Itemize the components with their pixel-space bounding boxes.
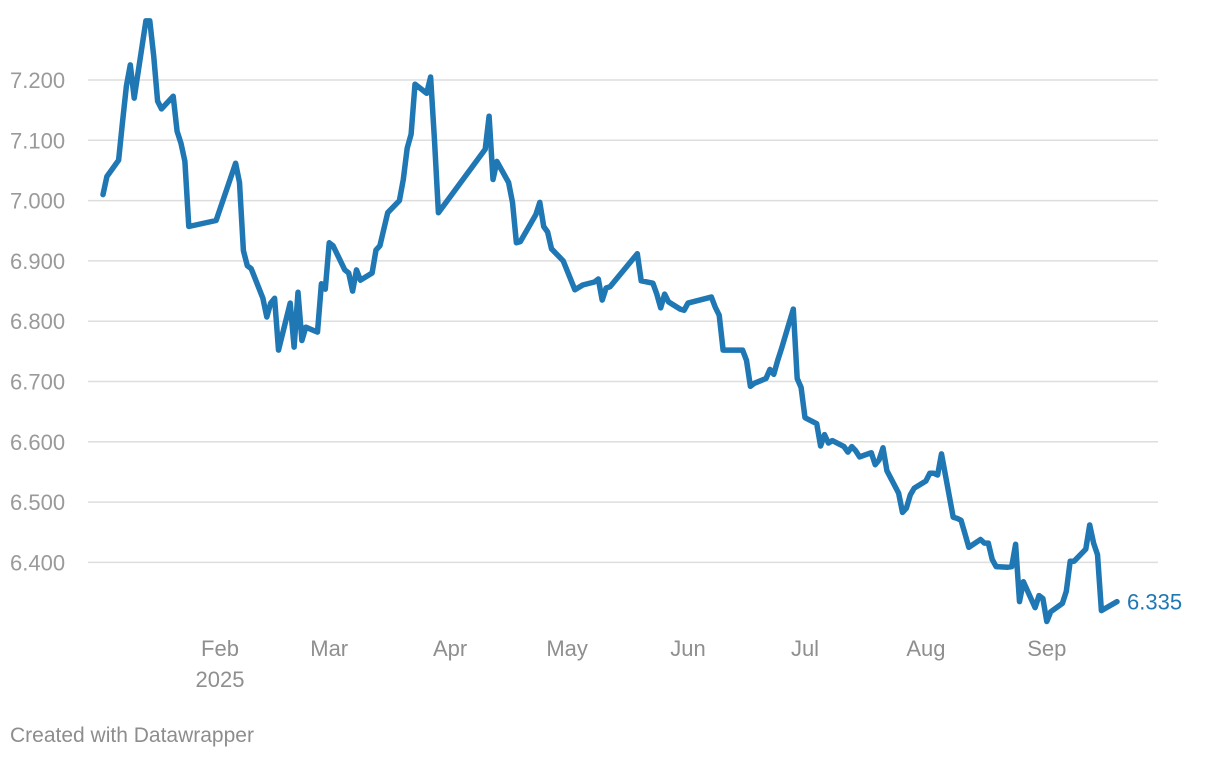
- x-tick-label-jul: Jul: [791, 636, 819, 661]
- x-axis-tick-labels: Feb 2025 Mar Apr May Jun Jul Aug Sep: [196, 636, 1067, 692]
- end-value-label: 6.335: [1127, 590, 1182, 615]
- x-tick-label-may: May: [546, 636, 588, 661]
- series-layer: [100, 18, 1120, 625]
- x-tick-label-apr: Apr: [433, 636, 467, 661]
- gridlines: [88, 79, 1158, 564]
- y-tick-label: 7.000: [10, 189, 65, 214]
- y-tick-label: 6.600: [10, 430, 65, 455]
- x-tick-label-sep: Sep: [1027, 636, 1066, 661]
- x-tick-label-jun: Jun: [670, 636, 705, 661]
- x-tick-label-aug: Aug: [906, 636, 945, 661]
- x-tick-year-label: 2025: [196, 667, 245, 692]
- label-layer: 6.335: [1127, 590, 1182, 615]
- x-tick-label-feb: Feb: [201, 636, 239, 661]
- y-tick-label: 6.500: [10, 490, 65, 515]
- y-tick-label: 6.400: [10, 550, 65, 575]
- y-tick-label: 7.200: [10, 68, 65, 93]
- series-line-0: [100, 18, 1120, 625]
- x-tick-label-mar: Mar: [310, 636, 348, 661]
- y-tick-label: 7.100: [10, 128, 65, 153]
- y-tick-label: 6.900: [10, 249, 65, 274]
- y-tick-label: 6.700: [10, 370, 65, 395]
- y-tick-label: 6.800: [10, 309, 65, 334]
- line-chart: 6.400 6.500 6.600 6.700 6.800 6.900 7.000 7.100…: [10, 18, 1182, 692]
- datawrapper-credit: Created with Datawrapper: [10, 724, 254, 747]
- y-axis-tick-labels: 6.400 6.500 6.600 6.700 6.800 6.900 7.000 7.100…: [10, 68, 65, 575]
